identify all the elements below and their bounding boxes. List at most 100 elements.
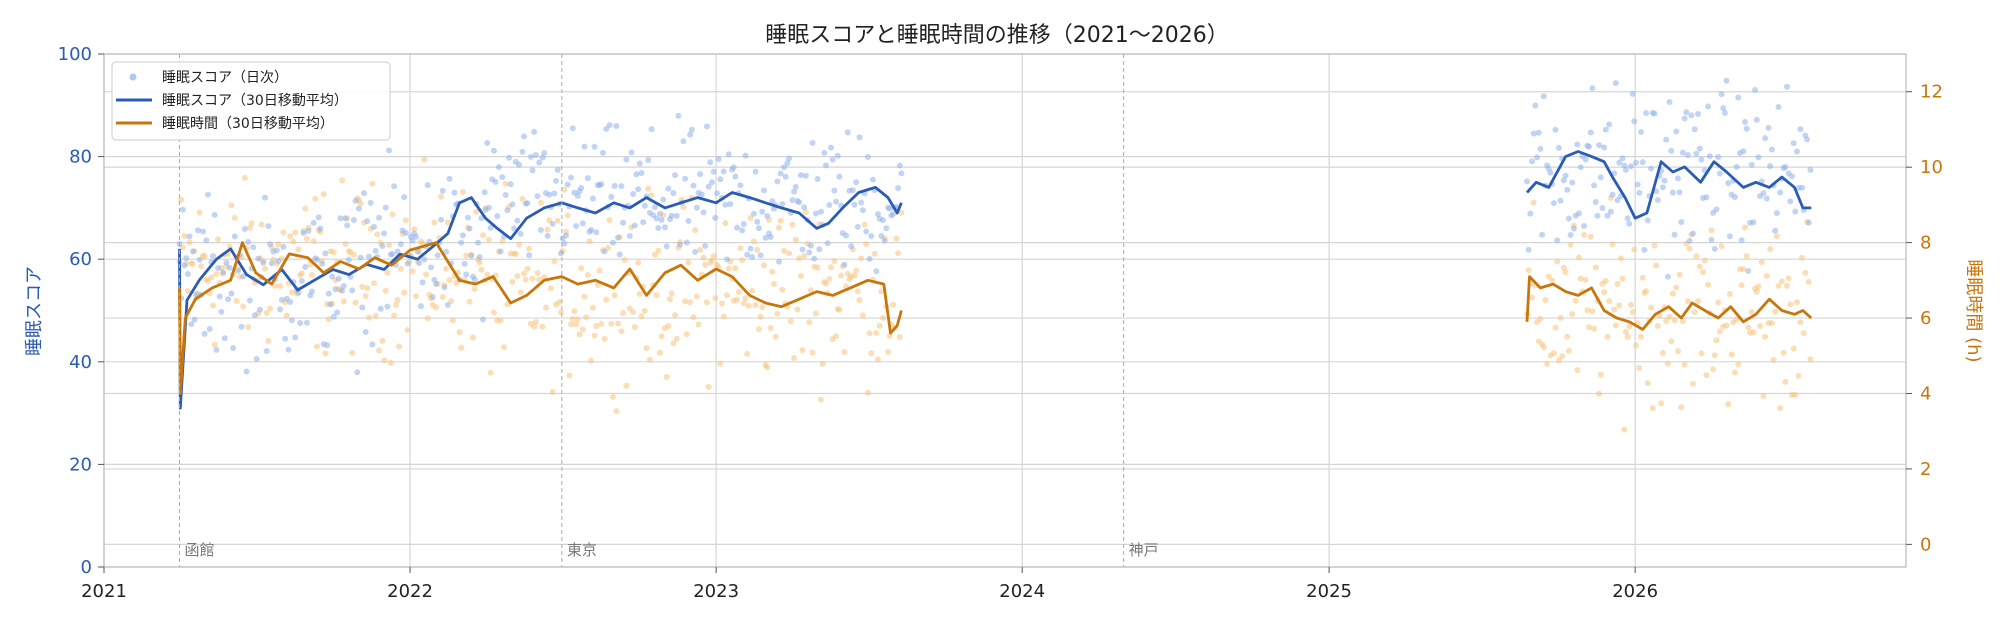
score-daily-point bbox=[683, 239, 690, 246]
score-daily-point bbox=[334, 309, 341, 316]
hours-daily-point bbox=[1725, 401, 1732, 408]
score-daily-point bbox=[471, 276, 478, 283]
hours-daily-point bbox=[1545, 273, 1552, 280]
score-daily-point bbox=[260, 259, 267, 266]
score-daily-point bbox=[428, 264, 435, 271]
score-daily-point bbox=[799, 246, 806, 253]
legend-item-hours-avg: 睡眠時間（30日移動平均） bbox=[162, 116, 334, 132]
score-daily-point bbox=[181, 262, 188, 269]
hours-daily-point bbox=[886, 332, 893, 339]
legend: 睡眠スコア（日次） 睡眠スコア（30日移動平均） 睡眠時間（30日移動平均） bbox=[111, 61, 391, 141]
hours-daily-point bbox=[1795, 372, 1802, 379]
score-daily-point bbox=[1762, 135, 1769, 142]
score-daily-point bbox=[791, 188, 798, 195]
score-daily-point bbox=[342, 215, 349, 222]
y-right-tick-label: 10 bbox=[1920, 157, 1943, 178]
score-daily-point bbox=[183, 255, 190, 262]
hours-daily-point bbox=[365, 314, 372, 321]
score-daily-point bbox=[499, 174, 506, 181]
hours-daily-point bbox=[459, 188, 466, 195]
hours-daily-point bbox=[1787, 301, 1794, 308]
hours-daily-point bbox=[544, 226, 551, 233]
hours-daily-point bbox=[1778, 278, 1785, 285]
hours-daily-point bbox=[456, 329, 463, 336]
hours-daily-point bbox=[1767, 245, 1774, 252]
hours-daily-point bbox=[1601, 289, 1608, 296]
score-daily-point bbox=[628, 149, 635, 156]
hours-daily-point bbox=[646, 356, 653, 363]
hours-daily-point bbox=[267, 305, 274, 312]
hours-daily-point bbox=[1624, 334, 1631, 341]
score-daily-point bbox=[315, 214, 322, 221]
score-daily-point bbox=[322, 250, 329, 257]
score-daily-point bbox=[313, 256, 320, 263]
score-daily-point bbox=[648, 126, 655, 133]
hours-daily-point bbox=[386, 241, 393, 248]
score-daily-point bbox=[1570, 225, 1577, 232]
score-daily-point bbox=[599, 149, 606, 156]
score-daily-point bbox=[193, 291, 200, 298]
score-daily-point bbox=[1614, 197, 1621, 204]
score-daily-point bbox=[1666, 98, 1673, 105]
hours-daily-point bbox=[364, 285, 371, 292]
score-daily-point bbox=[459, 232, 466, 239]
score-daily-point bbox=[1589, 85, 1596, 92]
score-daily-point bbox=[1750, 219, 1757, 226]
score-daily-point bbox=[204, 191, 211, 198]
hours-daily-point bbox=[339, 177, 346, 184]
score-daily-point bbox=[690, 182, 697, 189]
hours-daily-point bbox=[591, 332, 598, 339]
hours-daily-point bbox=[864, 389, 871, 396]
score-daily-point bbox=[1693, 150, 1700, 157]
score-daily-point bbox=[1594, 212, 1601, 219]
hours-daily-point bbox=[275, 241, 282, 248]
hours-daily-point bbox=[814, 264, 821, 271]
hours-daily-point bbox=[233, 297, 240, 304]
y-right-tick-label: 8 bbox=[1920, 233, 1931, 254]
score-daily-point bbox=[419, 279, 426, 286]
score-daily-point bbox=[615, 234, 622, 241]
hours-daily-point bbox=[1673, 284, 1680, 291]
hours-daily-point bbox=[770, 281, 777, 288]
hours-daily-point bbox=[1530, 199, 1537, 206]
score-daily-point bbox=[777, 170, 784, 177]
score-daily-point bbox=[693, 204, 700, 211]
score-daily-point bbox=[1725, 180, 1732, 187]
score-daily-point bbox=[213, 346, 220, 353]
score-daily-point bbox=[546, 191, 553, 198]
score-daily-point bbox=[660, 196, 667, 203]
score-daily-point bbox=[1639, 159, 1646, 166]
hours-daily-point bbox=[350, 251, 357, 258]
hours-daily-point bbox=[287, 233, 294, 240]
score-daily-point bbox=[841, 261, 848, 268]
score-daily-point bbox=[441, 284, 448, 291]
score-daily-point bbox=[754, 218, 761, 225]
score-daily-point bbox=[747, 245, 754, 252]
score-daily-point bbox=[524, 200, 531, 207]
score-daily-point bbox=[288, 317, 295, 324]
score-daily-point bbox=[672, 172, 679, 179]
hours-daily-point bbox=[668, 290, 675, 297]
hours-daily-point bbox=[807, 287, 814, 294]
score-daily-point bbox=[557, 250, 564, 257]
hours-daily-point bbox=[1654, 322, 1661, 329]
hours-daily-point bbox=[1537, 315, 1544, 322]
score-daily-point bbox=[822, 162, 829, 169]
hours-daily-point bbox=[542, 304, 549, 311]
score-daily-point bbox=[713, 190, 720, 197]
score-daily-point bbox=[589, 195, 596, 202]
hours-daily-point bbox=[463, 252, 470, 259]
hours-daily-point bbox=[576, 331, 583, 338]
hours-daily-point bbox=[431, 219, 438, 226]
score-daily-point bbox=[732, 173, 739, 180]
score-daily-point bbox=[1626, 220, 1633, 227]
hours-daily-point bbox=[893, 235, 900, 242]
hours-daily-point bbox=[1586, 324, 1593, 331]
hours-daily-point bbox=[1626, 323, 1633, 330]
hours-daily-point bbox=[313, 343, 320, 350]
score-daily-point bbox=[1599, 205, 1606, 212]
hours-daily-point bbox=[822, 280, 829, 287]
score-daily-point bbox=[703, 123, 710, 130]
score-daily-point bbox=[688, 126, 695, 133]
hours-daily-point bbox=[876, 322, 883, 329]
